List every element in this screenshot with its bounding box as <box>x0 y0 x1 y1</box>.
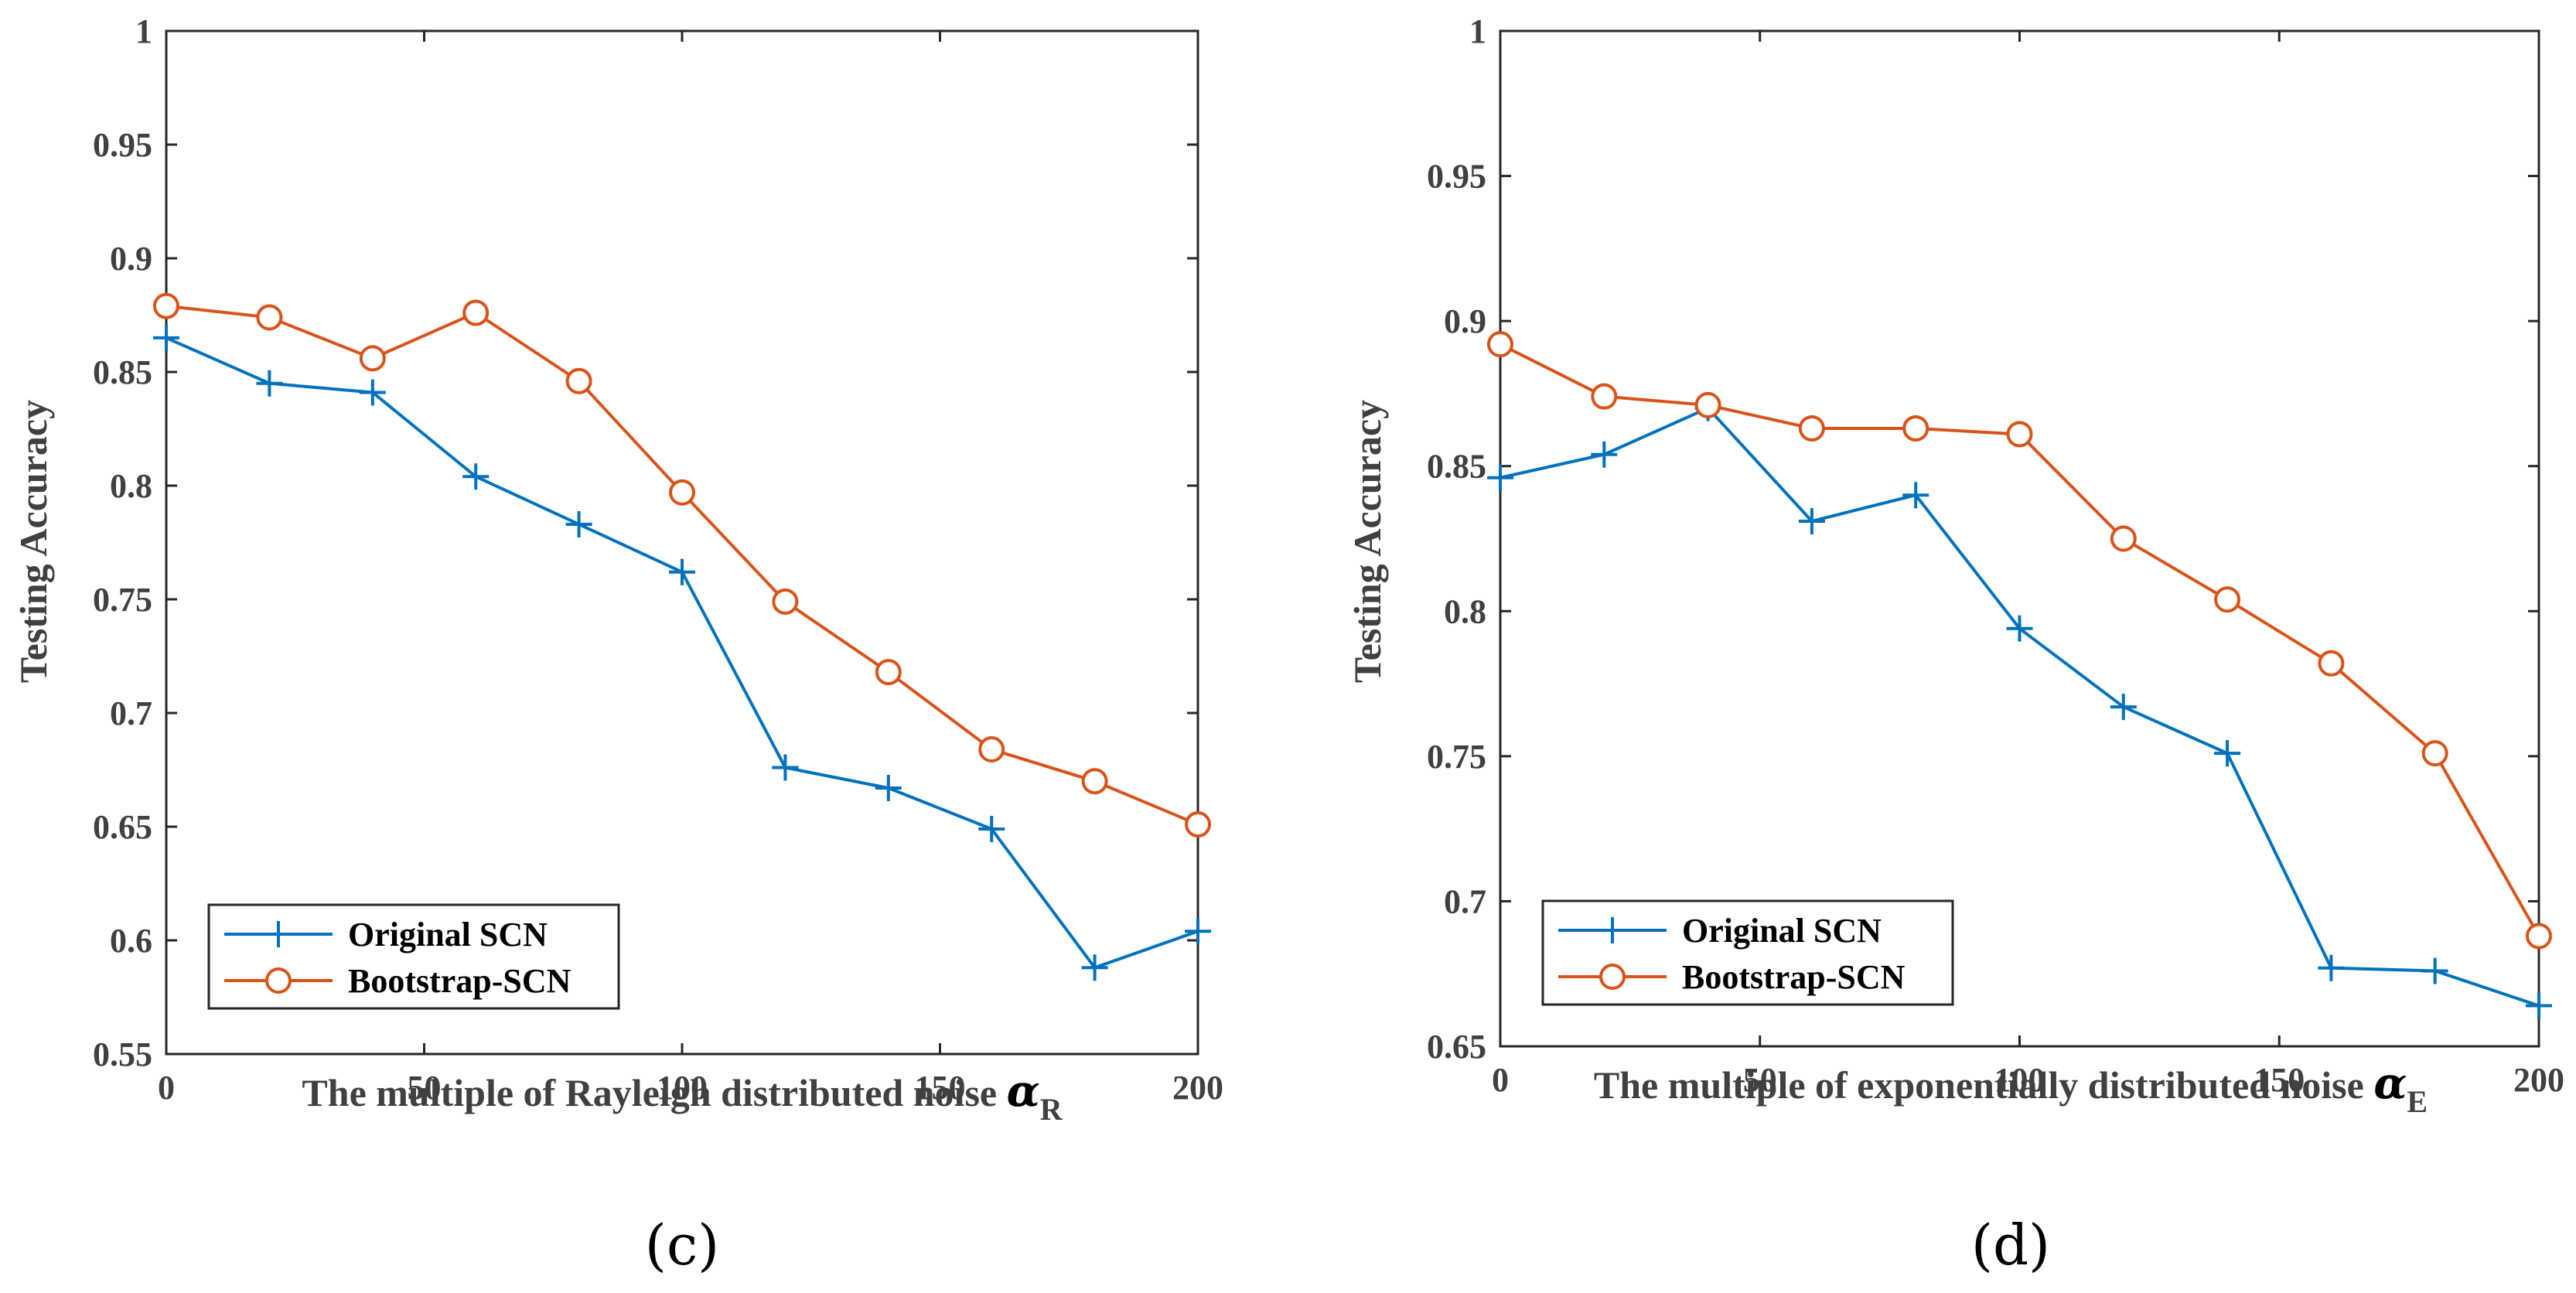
data-point-plus <box>1185 918 1211 945</box>
x-tick-label: 0 <box>1492 1061 1509 1099</box>
series-bootstrap-scn <box>153 292 1211 838</box>
y-axis-label: Testing Accuracy <box>1346 400 1389 683</box>
data-point-circle <box>2006 421 2033 448</box>
data-point-circle <box>565 367 592 394</box>
data-point-plus <box>1902 482 1929 509</box>
data-point-circle <box>1487 331 1513 358</box>
legend-label: Bootstrap-SCN <box>348 962 571 1000</box>
data-point-plus <box>2526 992 2552 1019</box>
data-point-plus <box>359 379 386 406</box>
legend-marker-plus <box>265 921 292 947</box>
series-original-scn <box>1487 394 2552 1019</box>
data-point-plus <box>2318 954 2345 981</box>
data-point-circle <box>2421 740 2448 767</box>
data-point-plus <box>772 754 799 781</box>
data-point-circle <box>256 304 283 331</box>
data-point-circle <box>2526 923 2552 950</box>
legend-marker-plus <box>1599 917 1626 943</box>
x-axis-label: The multiple of exponentially distribute… <box>1594 1058 2428 1119</box>
panel-label: (c) <box>645 1213 720 1278</box>
legend-label: Original SCN <box>348 916 548 954</box>
x-tick-label: 200 <box>1172 1069 1223 1107</box>
x-tick-label: 50 <box>408 1069 442 1107</box>
x-tick-label: 100 <box>657 1069 708 1107</box>
legend: Original SCN Bootstrap-SCN <box>207 903 620 1010</box>
y-tick-label: 0.8 <box>1444 592 1486 630</box>
y-tick-label: 0.95 <box>1427 158 1486 196</box>
data-point-circle <box>1798 415 1825 442</box>
data-point-plus <box>1081 954 1108 981</box>
y-axis-label: Testing Accuracy <box>12 400 55 683</box>
data-point-circle <box>1902 415 1929 442</box>
y-tick-label: 0.8 <box>110 467 152 505</box>
data-point-plus <box>1591 441 1618 468</box>
data-point-circle <box>1694 391 1721 418</box>
y-tick-label: 0.7 <box>110 694 152 732</box>
y-tick-label: 1 <box>1469 12 1486 50</box>
series-line <box>165 336 1199 970</box>
data-point-circle <box>2214 586 2241 613</box>
y-tick-label: 0.55 <box>93 1035 152 1073</box>
data-point-plus <box>565 510 592 537</box>
data-point-circle <box>359 345 386 372</box>
data-point-plus <box>2110 694 2137 721</box>
data-point-circle <box>462 299 490 326</box>
y-tick-label: 0.85 <box>1427 448 1486 486</box>
y-tick-label: 0.6 <box>110 922 152 960</box>
data-point-circle <box>1591 383 1618 410</box>
data-point-circle <box>2110 525 2137 552</box>
data-point-plus <box>2421 957 2448 984</box>
legend-label: Original SCN <box>1682 912 1882 950</box>
data-point-circle <box>978 736 1005 763</box>
legend-marker-circle <box>1599 964 1626 990</box>
data-point-plus <box>462 463 490 490</box>
y-tick-label: 0.9 <box>1444 302 1486 340</box>
x-tick-label: 50 <box>1743 1061 1777 1099</box>
x-tick-label: 0 <box>158 1069 175 1107</box>
chart-panel-c: 0.55 0.6 0.65 0.7 0.75 0.8 0.85 0.9 0.95 1 0 50 100 1… <box>12 12 1223 1278</box>
x-tick-label: 100 <box>1994 1061 2045 1099</box>
data-point-plus <box>153 324 179 351</box>
data-point-plus <box>2006 615 2033 642</box>
chart-panel-d: 0.65 0.7 0.75 0.8 0.85 0.9 0.95 1 0 50 100 150 200 Th… <box>1346 12 2564 1278</box>
data-point-plus <box>875 775 902 802</box>
data-point-plus <box>1798 507 1825 534</box>
y-tick-label: 0.9 <box>110 240 152 278</box>
y-tick-label: 1 <box>135 12 152 50</box>
y-tick-label: 0.95 <box>93 126 152 164</box>
series-original-scn <box>153 324 1211 981</box>
x-tick-label: 150 <box>2254 1061 2305 1099</box>
legend-marker-circle <box>265 967 292 994</box>
data-point-plus <box>669 558 695 585</box>
data-point-circle <box>1081 768 1108 795</box>
plot-area-frame <box>1499 29 2540 1048</box>
legend-label: Bootstrap-SCN <box>1682 958 1906 996</box>
data-point-plus <box>256 370 283 397</box>
data-point-plus <box>978 815 1005 842</box>
data-point-circle <box>1185 811 1211 838</box>
data-point-circle <box>153 292 179 319</box>
legend: Original SCN Bootstrap-SCN <box>1541 899 1954 1006</box>
data-point-plus <box>1487 464 1513 491</box>
y-tick-label: 0.7 <box>1444 882 1486 920</box>
y-tick-label: 0.75 <box>93 581 152 619</box>
y-tick-label: 0.65 <box>93 808 152 846</box>
x-tick-label: 200 <box>2513 1061 2564 1099</box>
y-tick-label: 0.65 <box>1427 1028 1486 1066</box>
x-tick-label: 150 <box>915 1069 966 1107</box>
series-bootstrap-scn <box>1487 331 2552 950</box>
data-point-plus <box>2214 740 2241 767</box>
y-tick-label: 0.85 <box>93 353 152 391</box>
data-point-circle <box>772 588 799 615</box>
data-point-circle <box>669 479 695 506</box>
data-point-circle <box>2318 650 2345 677</box>
y-tick-label: 0.75 <box>1427 738 1486 776</box>
panel-label: (d) <box>1971 1213 2050 1278</box>
x-axis-label: The multiple of Rayleigh distributed noi… <box>302 1066 1063 1127</box>
data-point-circle <box>875 659 902 686</box>
